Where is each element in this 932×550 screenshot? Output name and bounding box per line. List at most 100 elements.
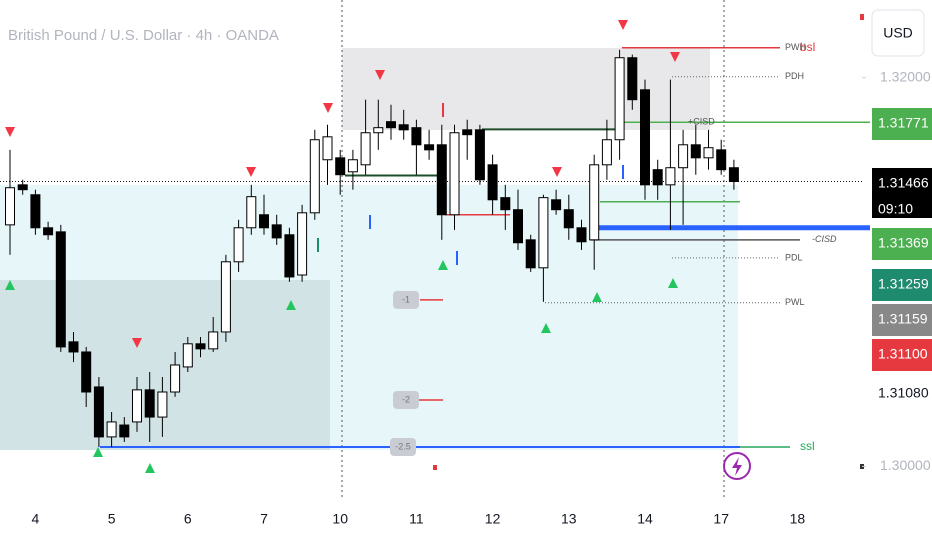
candle-body <box>513 209 523 244</box>
candle-body <box>81 351 92 393</box>
buy-signal <box>592 292 602 302</box>
price-badge-label: 1.31159 <box>878 311 928 327</box>
buy-signal <box>668 278 678 288</box>
chart-title: British Pound / U.S. Dollar · 4h · OANDA <box>8 27 279 44</box>
price-badge <box>872 228 932 260</box>
candles <box>5 49 739 447</box>
candle-body <box>424 144 435 151</box>
candle-body <box>386 121 396 129</box>
candle-body <box>678 144 689 169</box>
level-pill <box>393 290 419 309</box>
level-label: PDL <box>785 252 803 262</box>
candle-body <box>297 212 308 276</box>
signal-bar <box>622 165 624 179</box>
x-tick-label: 14 <box>637 511 653 527</box>
level-label: -2.5 <box>395 441 411 451</box>
candle-body <box>551 199 562 211</box>
candle-body <box>271 224 282 239</box>
event-icon-bolt <box>732 457 742 476</box>
buy-signal <box>286 300 296 310</box>
x-tick-label: 12 <box>485 511 501 527</box>
candle-body <box>220 261 231 333</box>
price-axis: 1.32000 1.30000 1.31771 1.31466 1.31369 1.312… <box>862 68 932 473</box>
x-tick-label: 10 <box>332 511 348 527</box>
x-tick-label: 18 <box>790 511 806 527</box>
candle-body <box>68 341 79 353</box>
signal-bar <box>369 215 371 229</box>
price-badge <box>872 108 932 140</box>
candle-body <box>208 331 219 350</box>
level-pill <box>393 390 419 409</box>
alert-marker <box>860 14 864 20</box>
candle-body <box>335 157 346 176</box>
sell-signal <box>246 167 256 177</box>
candle-body <box>195 343 206 350</box>
x-tick-label: 13 <box>561 511 577 527</box>
candle-body <box>55 231 66 348</box>
level-label: PWH <box>785 42 806 52</box>
candle-body <box>640 89 650 186</box>
candle-body <box>259 214 269 229</box>
x-tick-label: 7 <box>260 511 268 527</box>
price-badge-label: 1.31466 <box>878 175 929 191</box>
discount-zone <box>0 280 330 450</box>
level-label: -2 <box>402 394 410 404</box>
candle-body <box>347 159 358 173</box>
price-badge <box>872 269 932 301</box>
candle-body <box>157 391 168 418</box>
event-marker <box>433 465 437 470</box>
premium-zone <box>342 48 710 130</box>
candle-body <box>487 164 498 201</box>
x-tick-label: 11 <box>409 511 424 527</box>
candle-body <box>182 343 193 368</box>
signal-bar <box>317 238 319 252</box>
candle-body <box>703 147 714 159</box>
x-tick-label: 5 <box>108 511 116 527</box>
price-badge <box>872 339 932 371</box>
price-badge-label: 1.31369 <box>878 235 929 251</box>
level-label: +CISD <box>688 117 715 127</box>
x-tick-label: 4 <box>32 511 40 527</box>
candle-body <box>360 132 371 166</box>
candle-body <box>411 127 422 146</box>
currency-label[interactable]: USD <box>883 25 913 41</box>
candle-body <box>563 209 574 229</box>
candle-body <box>106 421 117 438</box>
candle-body <box>576 227 587 243</box>
candle-body <box>500 197 511 211</box>
sell-signal <box>5 127 15 137</box>
price-badge <box>872 168 932 218</box>
level-tag: bsl <box>800 40 815 54</box>
candle-body <box>119 424 130 438</box>
candle-body <box>474 129 485 181</box>
candle-body <box>436 144 447 216</box>
candle-body <box>716 149 727 171</box>
candle-body <box>309 139 320 214</box>
candle-body <box>233 227 244 263</box>
buy-signal <box>541 323 551 333</box>
level-label: -1 <box>402 294 410 304</box>
candle-body <box>627 57 638 101</box>
candle-body <box>30 194 41 229</box>
sell-signal <box>552 167 562 177</box>
price-badge-label: 1.31080 <box>878 385 929 401</box>
candle-body <box>449 132 460 216</box>
candle-body <box>5 187 15 226</box>
candle-body <box>589 164 600 241</box>
price-badge <box>872 304 932 336</box>
currency-button[interactable] <box>871 9 925 57</box>
buy-signal <box>438 260 448 270</box>
candle-body <box>690 144 701 159</box>
sell-signal <box>132 338 142 348</box>
y-tick-label: 1.32000 <box>880 68 931 84</box>
buy-signal <box>93 447 103 457</box>
candle-body <box>462 129 473 136</box>
level-label: ssl <box>800 439 815 453</box>
level-label: -CISD <box>812 234 837 244</box>
buy-signal <box>5 280 15 290</box>
candle-body <box>170 364 181 393</box>
countdown: 09:10 <box>878 201 913 217</box>
signal-bar <box>456 251 458 265</box>
level-pill <box>390 437 416 456</box>
